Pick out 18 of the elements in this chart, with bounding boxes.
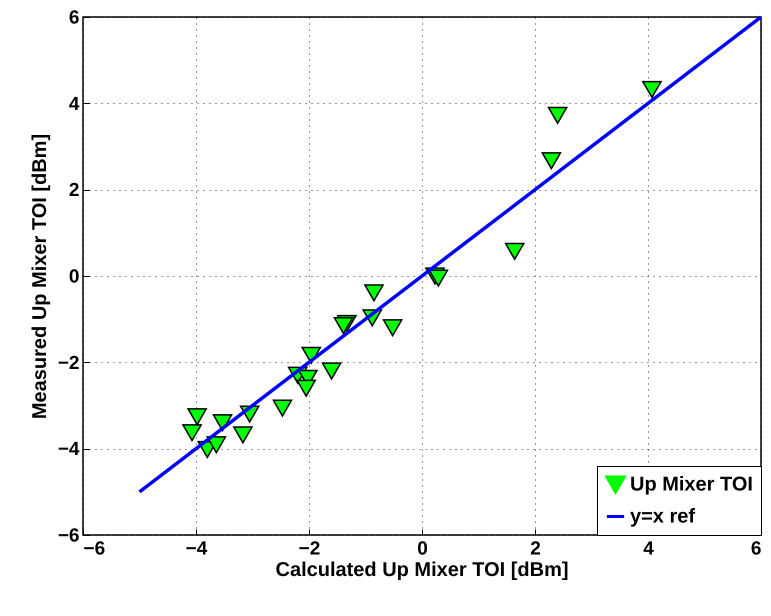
legend-label: Up Mixer TOI bbox=[630, 474, 753, 496]
x-tick-label: −6 bbox=[84, 538, 106, 560]
x-axis-title: Calculated Up Mixer TOI [dBm] bbox=[275, 559, 569, 581]
x-tick-label: −2 bbox=[298, 538, 320, 560]
y-axis-title: Measured Up Mixer TOI [dBm] bbox=[28, 134, 51, 420]
y-tick-label: 2 bbox=[68, 180, 80, 202]
y-tick-label: −6 bbox=[58, 526, 80, 546]
x-tick-label: 4 bbox=[643, 538, 654, 560]
legend-label: y=x ref bbox=[630, 506, 696, 528]
x-tick-label: 2 bbox=[530, 538, 541, 560]
x-tick-label: −4 bbox=[186, 538, 208, 560]
x-tick-label: 0 bbox=[417, 538, 428, 560]
x-tick-label: 6 bbox=[750, 538, 762, 560]
y-tick-label: 0 bbox=[68, 266, 80, 288]
y-tick-label: 4 bbox=[68, 94, 80, 115]
y-tick-label: −2 bbox=[58, 352, 80, 374]
y-tick-label: 6 bbox=[68, 8, 80, 28]
y-tick-label: −4 bbox=[58, 439, 80, 460]
